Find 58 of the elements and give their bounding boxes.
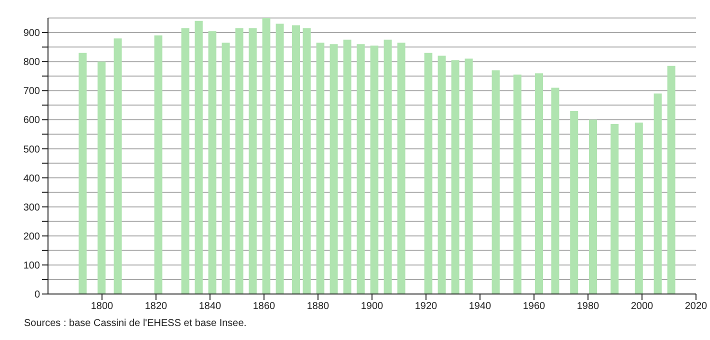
bar — [513, 74, 522, 294]
y-tick-label: 300 — [23, 202, 40, 214]
bar — [235, 28, 244, 294]
bar — [276, 24, 284, 294]
bar — [154, 35, 162, 294]
bar — [222, 42, 230, 294]
bar — [248, 28, 257, 294]
y-tick-label: 500 — [23, 144, 40, 156]
x-tick-label: 1920 — [414, 301, 438, 312]
bar — [78, 52, 87, 294]
bar — [535, 73, 543, 294]
bar — [370, 46, 378, 294]
bar — [397, 42, 406, 294]
bar — [438, 56, 446, 294]
x-tick-label: 1880 — [306, 301, 330, 312]
x-tick-label: 1940 — [468, 301, 492, 312]
bar — [654, 94, 662, 294]
y-tick-label: 200 — [23, 231, 40, 242]
x-tick-label: 1900 — [360, 301, 384, 312]
y-tick-label: 400 — [23, 173, 40, 184]
bar — [316, 42, 324, 294]
x-tick-label: 2000 — [630, 301, 654, 312]
bar — [302, 28, 311, 294]
y-tick-label: 600 — [23, 115, 40, 126]
bar — [181, 28, 190, 294]
x-tick-label: 1860 — [252, 301, 276, 312]
bar — [667, 66, 676, 294]
bar — [194, 20, 203, 294]
bar — [114, 38, 122, 294]
source-note: Sources : base Cassini de l'EHESS et base Insee. — [24, 318, 248, 329]
bar — [356, 44, 365, 294]
x-tick-label: 1820 — [144, 301, 168, 312]
bar — [570, 110, 578, 294]
bar — [610, 124, 619, 294]
bar — [589, 120, 597, 294]
bar — [424, 52, 432, 294]
y-tick-label: 900 — [23, 28, 40, 40]
bar — [492, 70, 500, 294]
bar — [384, 40, 392, 294]
bar — [343, 40, 352, 294]
bar — [292, 25, 300, 294]
x-tick-label: 1800 — [90, 301, 114, 312]
bar — [464, 58, 473, 294]
bar — [330, 44, 338, 294]
bar — [451, 60, 460, 294]
bar — [551, 88, 560, 294]
y-tick-label: 700 — [23, 86, 40, 98]
bar — [98, 62, 106, 294]
y-tick-label: 800 — [23, 57, 40, 68]
x-tick-label: 1840 — [198, 301, 222, 312]
bar — [262, 18, 270, 294]
bar — [208, 31, 216, 294]
y-tick-label: 100 — [23, 260, 40, 272]
x-tick-label: 1960 — [522, 301, 546, 312]
bar — [634, 122, 643, 294]
x-tick-label: 1980 — [576, 301, 600, 312]
x-tick-label: 2020 — [684, 301, 708, 312]
y-tick-label: 0 — [34, 290, 40, 301]
